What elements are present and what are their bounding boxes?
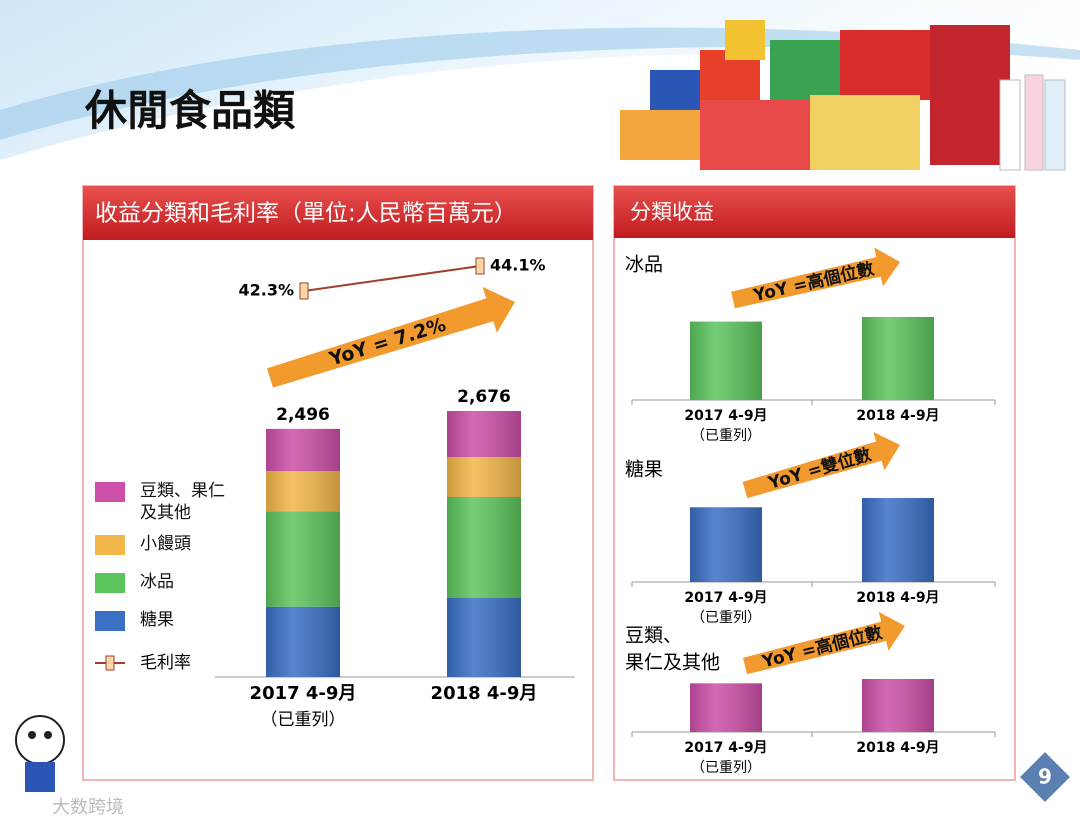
arrow-shape (731, 247, 901, 309)
arrow-shape (267, 286, 516, 388)
legend-swatch (95, 482, 125, 502)
margin-line (303, 265, 481, 292)
bar-shade (690, 683, 762, 732)
bar-shade (447, 496, 521, 598)
slide-title: 休閒食品類 (84, 86, 296, 135)
bar-shade (266, 471, 340, 512)
x-tick-note: （已重列） (691, 760, 761, 776)
bar-shade (690, 507, 762, 582)
legend-label: 冰品 (140, 572, 174, 592)
x-tick-note: （已重列） (261, 710, 346, 730)
legend-label: 豆類、果仁及其他 (140, 481, 225, 523)
margin-marker (475, 257, 485, 275)
right-panel-header (614, 186, 1015, 238)
product-image (620, 20, 1066, 171)
panel-subtitle: 豆類、 (625, 625, 682, 647)
bar-shade (266, 606, 340, 677)
left-panel-title: 收益分類和毛利率（單位:人民幣百萬元） (95, 201, 517, 227)
bar-shade (690, 321, 762, 400)
watermark: 大数跨境 (52, 797, 124, 818)
legend-swatch (95, 573, 125, 593)
background-swoosh (0, 27, 1080, 140)
page-number: 9 (1038, 765, 1052, 789)
legend-label: 糖果 (140, 610, 174, 630)
margin-marker (299, 282, 309, 300)
x-tick-label: 2018 4-9月 (856, 590, 939, 606)
x-tick-label: 2018 4-9月 (431, 683, 538, 704)
page-badge (1015, 747, 1075, 807)
bar-shade (447, 411, 521, 458)
legend-swatch (95, 611, 125, 631)
x-tick-label: 2017 4-9月 (684, 740, 767, 756)
bar-shade (862, 498, 934, 582)
arrow-shape (742, 611, 905, 675)
bar-shade (447, 597, 521, 677)
total-label: 2,676 (457, 387, 511, 407)
arrow-shape (742, 431, 901, 499)
x-tick-label: 2018 4-9月 (856, 408, 939, 424)
x-tick-label: 2017 4-9月 (684, 590, 767, 606)
margin-label: 42.3% (238, 281, 294, 300)
bar-shade (266, 511, 340, 607)
right-panel-title: 分類收益 (630, 200, 714, 224)
legend-label: 小饅頭 (140, 534, 191, 554)
bar-shade (862, 317, 934, 400)
margin-label: 44.1% (490, 256, 546, 275)
mascot (15, 715, 65, 792)
panel-subtitle: 糖果 (625, 459, 663, 481)
legend-marker (105, 655, 115, 671)
bar-shade (447, 457, 521, 497)
x-tick-label: 2018 4-9月 (856, 740, 939, 756)
panel-subtitle: 冰品 (625, 254, 663, 276)
legend-label: 毛利率 (140, 653, 191, 673)
x-tick-label: 2017 4-9月 (684, 408, 767, 424)
x-tick-label: 2017 4-9月 (250, 683, 357, 704)
left-panel-header (83, 186, 593, 240)
bar-shade (266, 428, 340, 472)
x-tick-note: （已重列） (691, 428, 761, 444)
legend-swatch (95, 535, 125, 555)
panel-subtitle: 果仁及其他 (625, 652, 720, 674)
bar-shade (862, 679, 934, 732)
x-tick-note: （已重列） (691, 610, 761, 626)
total-label: 2,496 (276, 405, 330, 425)
